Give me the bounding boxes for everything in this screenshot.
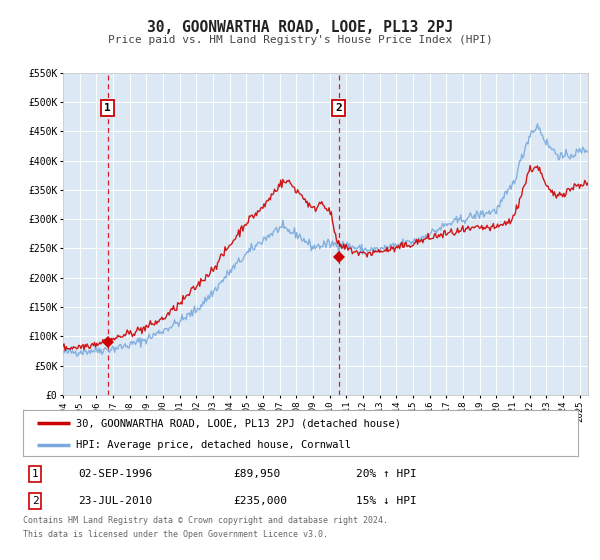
Text: Contains HM Land Registry data © Crown copyright and database right 2024.: Contains HM Land Registry data © Crown c… xyxy=(23,516,388,525)
Text: 30, GOONWARTHA ROAD, LOOE, PL13 2PJ (detached house): 30, GOONWARTHA ROAD, LOOE, PL13 2PJ (det… xyxy=(76,418,401,428)
Text: £235,000: £235,000 xyxy=(234,496,288,506)
Text: 2: 2 xyxy=(335,103,342,113)
Text: £89,950: £89,950 xyxy=(234,469,281,479)
Text: Price paid vs. HM Land Registry's House Price Index (HPI): Price paid vs. HM Land Registry's House … xyxy=(107,35,493,45)
Text: 02-SEP-1996: 02-SEP-1996 xyxy=(79,469,152,479)
Text: 23-JUL-2010: 23-JUL-2010 xyxy=(79,496,152,506)
Text: HPI: Average price, detached house, Cornwall: HPI: Average price, detached house, Corn… xyxy=(76,440,350,450)
Text: 30, GOONWARTHA ROAD, LOOE, PL13 2PJ: 30, GOONWARTHA ROAD, LOOE, PL13 2PJ xyxy=(147,20,453,35)
Text: 1: 1 xyxy=(104,103,111,113)
Text: This data is licensed under the Open Government Licence v3.0.: This data is licensed under the Open Gov… xyxy=(23,530,328,539)
Text: 20% ↑ HPI: 20% ↑ HPI xyxy=(356,469,416,479)
Text: 1: 1 xyxy=(32,469,38,479)
Text: 2: 2 xyxy=(32,496,38,506)
Text: 15% ↓ HPI: 15% ↓ HPI xyxy=(356,496,416,506)
